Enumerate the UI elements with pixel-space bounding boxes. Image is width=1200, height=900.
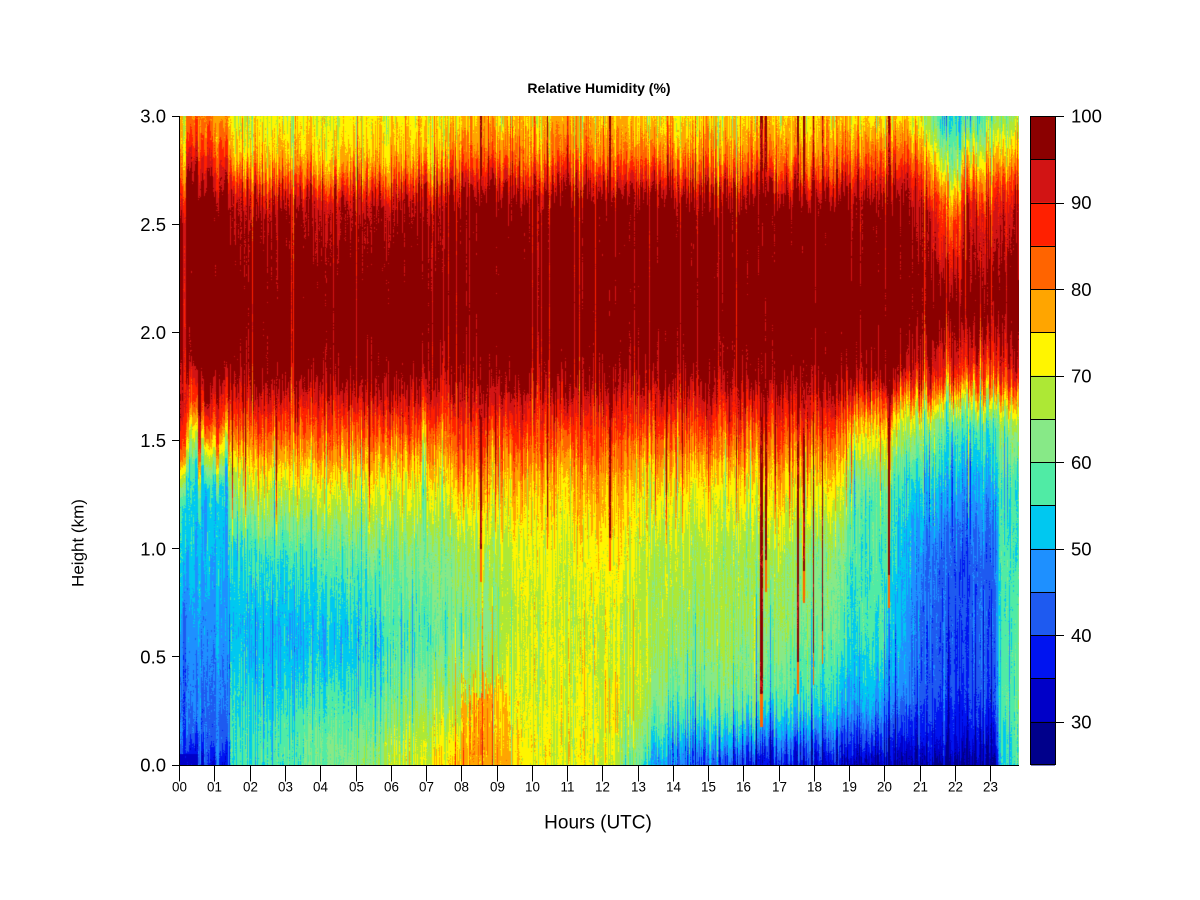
svg-text:60: 60: [1071, 452, 1092, 473]
svg-text:Hours (UTC): Hours (UTC): [544, 813, 652, 834]
svg-text:0.0: 0.0: [140, 755, 166, 776]
svg-text:40: 40: [1071, 625, 1092, 646]
svg-text:30: 30: [1071, 711, 1092, 732]
svg-text:11: 11: [561, 780, 575, 795]
svg-text:14: 14: [666, 780, 681, 795]
svg-text:17: 17: [772, 780, 787, 795]
svg-text:00: 00: [172, 780, 187, 795]
svg-text:23: 23: [983, 780, 998, 795]
svg-text:02: 02: [243, 780, 258, 795]
svg-text:07: 07: [419, 780, 434, 795]
svg-text:21: 21: [913, 780, 928, 795]
svg-text:1.0: 1.0: [140, 538, 166, 559]
svg-text:2.0: 2.0: [140, 322, 166, 343]
svg-text:15: 15: [701, 780, 716, 795]
svg-text:10: 10: [525, 780, 540, 795]
svg-text:13: 13: [631, 780, 646, 795]
svg-text:04: 04: [313, 780, 328, 795]
svg-text:16: 16: [736, 780, 751, 795]
svg-text:50: 50: [1071, 538, 1092, 559]
svg-text:3.0: 3.0: [140, 106, 166, 127]
svg-text:70: 70: [1071, 365, 1092, 386]
svg-text:2.5: 2.5: [140, 214, 166, 235]
svg-text:Height (km): Height (km): [69, 499, 88, 587]
svg-text:06: 06: [384, 780, 399, 795]
svg-text:20: 20: [877, 780, 892, 795]
svg-text:22: 22: [948, 780, 963, 795]
svg-text:03: 03: [278, 780, 293, 795]
svg-text:01: 01: [207, 780, 222, 795]
svg-text:09: 09: [490, 780, 505, 795]
svg-text:18: 18: [807, 780, 822, 795]
svg-text:08: 08: [454, 780, 469, 795]
svg-text:Relative Humidity (%): Relative Humidity (%): [527, 80, 670, 96]
svg-text:12: 12: [595, 780, 610, 795]
svg-text:05: 05: [349, 780, 364, 795]
svg-text:100: 100: [1071, 106, 1102, 127]
svg-text:90: 90: [1071, 192, 1092, 213]
svg-text:80: 80: [1071, 279, 1092, 300]
svg-text:19: 19: [842, 780, 857, 795]
svg-text:1.5: 1.5: [140, 430, 166, 451]
svg-text:0.5: 0.5: [140, 647, 166, 668]
